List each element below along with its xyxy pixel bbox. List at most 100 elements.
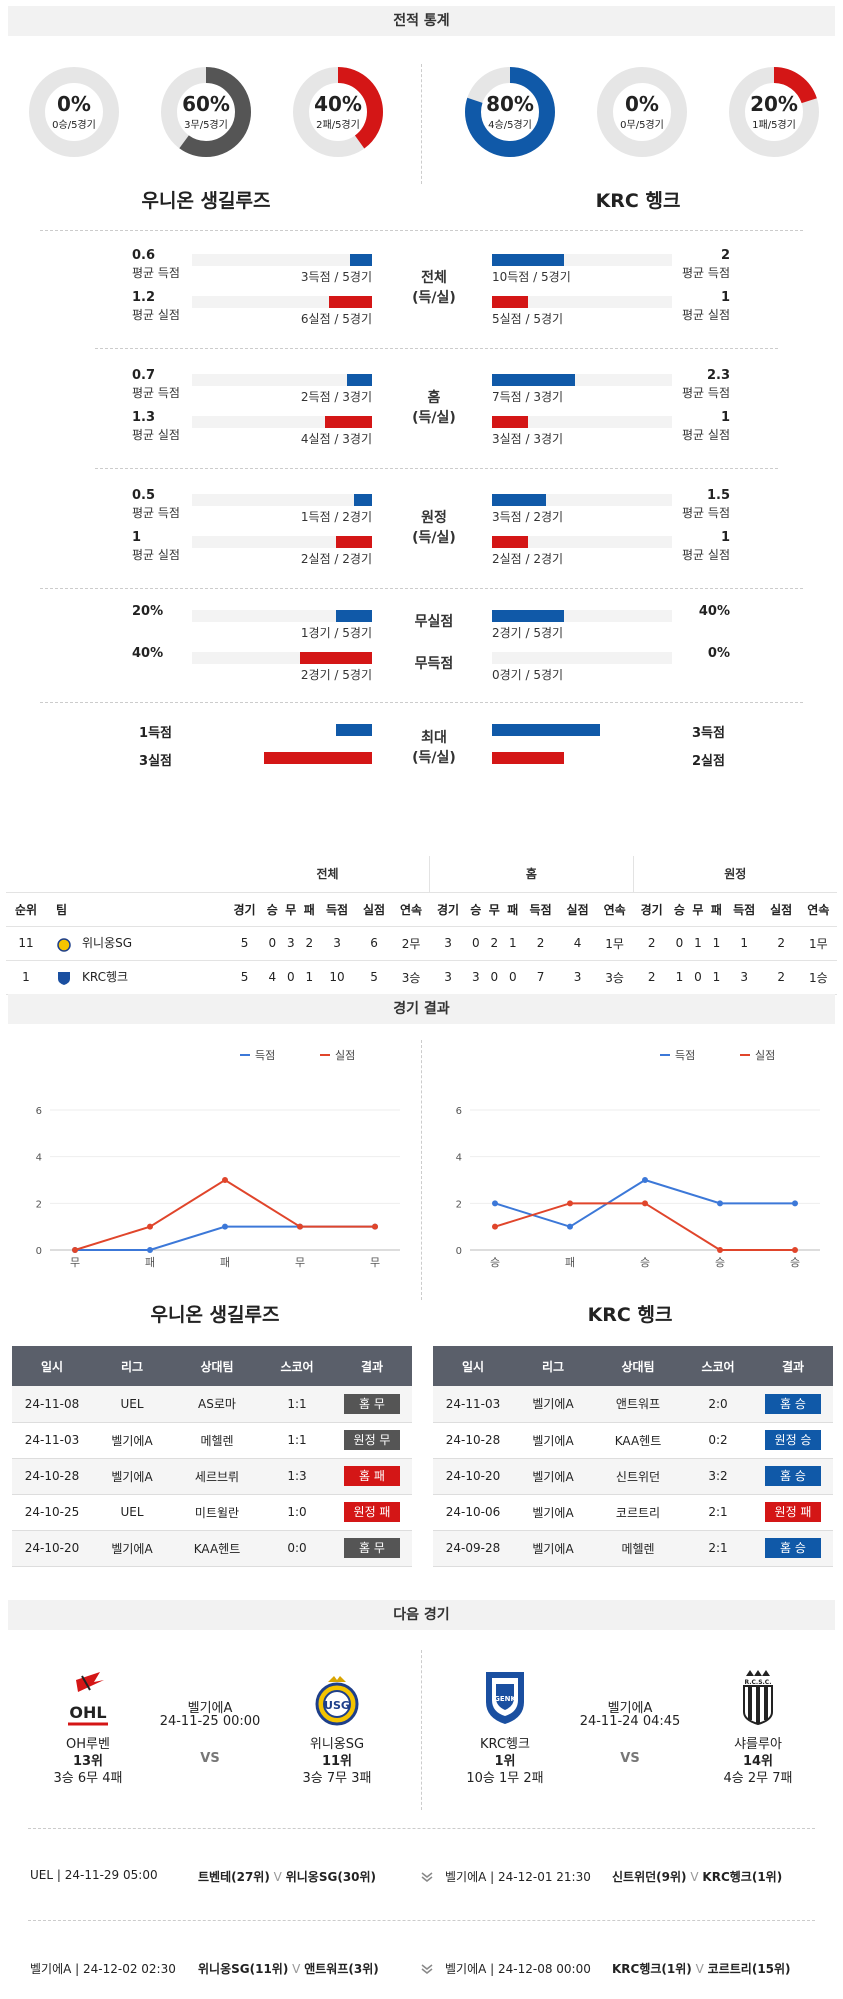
standings-column-header: 패 [503,892,523,927]
stat-right-value: 1.5 [706,488,730,503]
results-cell: 코르트리 [593,1494,683,1531]
stat-left-count: 3득점 / 5경기 [300,270,372,284]
stat-right-value: 2 [720,248,730,263]
standings-cell: 2 [300,926,319,961]
stat-right-label: 평균 실점 [682,308,730,322]
standings-column-header: 실점 [559,892,597,927]
blank-cell [6,856,226,893]
result-badge: 홈 무 [344,1393,400,1414]
standings-cell: 6 [355,926,393,961]
next1-away-record: 3승 7무 3패 [302,1771,372,1786]
result-badge: 원정 패 [765,1502,821,1522]
results-cell: 벨기에A [513,1494,593,1531]
results-cell: 24-09-28 [433,1530,513,1567]
y-tick-label: 0 [36,1246,42,1257]
next2-away-record: 4승 2무 7패 [723,1771,793,1786]
standings-column-header: 승 [263,892,282,927]
legend-label: 득점 [255,1049,275,1062]
stat-left-bar [354,494,372,506]
results-cell: 홈 승 [753,1458,833,1495]
next2-vs: VS [620,1751,640,1766]
standings-cell: 2 [633,960,671,995]
standings-cell: 1 [707,960,726,995]
next2-away-name: 샤를루아 [734,1737,782,1752]
home-results-chart: 0 2 4 6 무 패 패 무 무 득점 실점 [36,1049,400,1269]
donut-fill [293,67,383,157]
donut-percent: 60% [182,92,230,116]
results-cell: 24-10-28 [433,1422,513,1459]
results-cell: UEL [92,1494,172,1531]
results-row: 24-11-03 벨기에A 메헬렌 1:1 원정 무 [12,1422,412,1459]
donut-ring [161,67,251,157]
standings-cell: 5 [226,926,264,961]
results-cell: 1:1 [262,1422,332,1459]
bar-track [492,536,672,548]
fixture-info: 벨기에A | 24-12-01 21:30 [445,1870,591,1884]
results-cell: 미트윌란 [172,1494,262,1531]
y-tick-label: 6 [36,1106,42,1117]
results-cell: 24-11-03 [12,1422,92,1459]
results-row: 24-10-25 UEL 미트윌란 1:0 원정 패 [12,1494,412,1531]
donut-percent: 80% [486,92,534,116]
next1-home-rank: 13위 [72,1754,104,1769]
scored-point [717,1200,723,1207]
standings-cell: 1 [503,926,523,961]
results-cell: 홈 패 [332,1458,412,1495]
stat-right-count: 2실점 / 2경기 [492,552,564,566]
stat-left-value: 0.5 [132,488,156,503]
standings-column-header: 무 [281,892,301,927]
max-left-value: 1득점 [139,726,172,741]
standings-column-header: 경기 [633,892,671,927]
bar-track [492,296,672,308]
donut-chart: 0% 0승/5경기 [28,66,120,158]
donut-percent: 0% [57,92,91,116]
standings-cell: 2 [522,926,560,961]
usg-logo-icon: USG [315,1676,359,1726]
standings-column-header: 득점 [318,892,356,927]
away-team-name: KRC 헹크 [595,190,681,212]
fixture-teams: 위니옹SG(11위) V 앤트워프(3위) [198,1962,379,1976]
standings-cell: 3 [281,926,301,961]
stat-left-bar [350,254,372,266]
results-cell: 24-11-03 [433,1386,513,1423]
stat-group-title: 홈 [427,390,441,406]
result-badge: 홈 승 [765,1466,821,1486]
standings-cell: 5 [355,960,393,995]
result-badge: 홈 승 [765,1393,821,1414]
standings-column-header: 경기 [226,892,264,927]
results-column-header: 일시 [12,1346,92,1386]
conceded-point [717,1247,723,1253]
bar-track [192,374,372,386]
stat-right-bar [492,416,528,428]
max-right-bar [492,724,600,736]
donut-subtext: 2패/5경기 [316,120,360,131]
divider [421,1650,422,1810]
results-cell: 세르브뤼 [172,1458,262,1495]
divider [40,230,803,231]
conceded-point [372,1223,378,1230]
divider [95,468,778,469]
x-tick-label: 승 [640,1256,650,1269]
stat-left-count: 6실점 / 5경기 [300,312,372,326]
stat-left-count: 2득점 / 3경기 [300,390,372,404]
donut-ring [293,67,383,157]
donut-percent: 40% [314,92,362,116]
x-tick-label: 패 [145,1256,155,1269]
donut-subtext: 0승/5경기 [52,120,96,131]
donut-fill [161,67,251,157]
home-team-name: 우니온 생길루즈 [141,190,271,212]
standings-column-header: 실점 [762,892,800,927]
results-row: 24-11-03 벨기에A 앤트워프 2:0 홈 승 [433,1386,833,1423]
results-cell: 메헬렌 [172,1422,262,1459]
standings-column-header: 실점 [355,892,393,927]
y-tick-label: 2 [456,1199,462,1210]
conceded-point [72,1247,78,1253]
home-results-team-name: 우니온 생길루즈 [150,1304,280,1326]
max-left-bar [336,724,372,736]
stat-left-value: 0.6 [132,248,156,263]
bar-track [192,494,372,506]
standings-cell: 1무 [596,926,634,961]
next2-home-record: 10승 1무 2패 [466,1771,544,1786]
next1-time: 24-11-25 00:00 [159,1714,261,1729]
results-cell: KAA헨트 [593,1422,683,1459]
